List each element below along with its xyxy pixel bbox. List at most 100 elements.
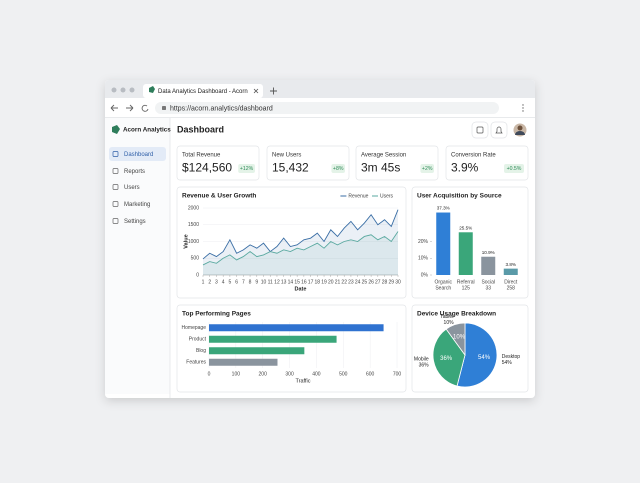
window-dot [129, 87, 135, 93]
slice-label: 10% [453, 334, 466, 340]
calendar-button[interactable] [471, 121, 489, 139]
tab-close[interactable] [253, 88, 259, 94]
x-tick-label: Referral [457, 279, 475, 285]
x-tick-label: 300 [285, 371, 294, 377]
kpi-value: 3.9% [451, 161, 479, 175]
nav-item[interactable]: Marketing [124, 202, 150, 208]
x-tick-label: 15 [294, 279, 300, 285]
outer-value: 10% [444, 320, 455, 326]
x-tick-label: 8 [249, 279, 252, 285]
bar [481, 256, 496, 275]
nav-item[interactable]: Settings [124, 219, 146, 225]
x-tick-label: 5 [229, 279, 232, 285]
x-axis-label: Traffic [296, 378, 311, 384]
lock-icon [162, 106, 166, 110]
x-tick-label: 20 [328, 279, 334, 285]
chart-title: User Acquisition by Source [417, 193, 502, 200]
value-label: 25.5% [459, 226, 472, 231]
outer-value: 54% [502, 360, 513, 366]
bar [209, 324, 384, 332]
x-tick-label: 18 [315, 279, 321, 285]
chart-title: Top Performing Pages [182, 311, 251, 318]
x-tick-label: 26 [368, 279, 374, 285]
x-tick-label: 200 [259, 371, 268, 377]
y-tick-label: 20% [418, 239, 429, 245]
y-tick-label: 1500 [188, 222, 199, 228]
x-tick-label: 14 [288, 279, 294, 285]
value-label: 3.8% [506, 262, 516, 267]
nav-icon [112, 168, 119, 174]
x-tick-label: 33 [485, 285, 491, 291]
x-tick-label: 0 [208, 371, 211, 377]
x-tick-label: 23 [348, 279, 354, 285]
x-tick-label: 600 [366, 371, 375, 377]
back-button[interactable] [110, 104, 118, 112]
kpi-badge [238, 164, 255, 173]
nav-item[interactable]: Reports [124, 169, 145, 175]
active-tab[interactable] [143, 84, 263, 98]
x-tick-label: 2 [208, 279, 211, 285]
x-axis-label: Date [295, 286, 307, 292]
kpi-badge [504, 164, 524, 173]
pie-slice [445, 322, 466, 357]
address-bar[interactable] [155, 102, 499, 114]
outer-label: Mobile [414, 356, 429, 362]
x-tick-label: 28 [382, 279, 388, 285]
kpi-change: +8% [333, 166, 344, 172]
nav-item[interactable]: Dashboard [124, 152, 153, 158]
value-label: 10.9% [482, 250, 495, 255]
reload-button[interactable] [141, 104, 149, 112]
y-tick-label: 0 [196, 272, 199, 278]
bar [503, 268, 518, 275]
x-tick-label: 3 [215, 279, 218, 285]
bar [209, 335, 337, 343]
menu-button[interactable] [522, 104, 524, 112]
sidebar [105, 118, 170, 394]
calendar-icon [476, 126, 484, 134]
chart-title: Revenue & User Growth [182, 193, 256, 200]
kpi-label: New Users [272, 153, 301, 159]
x-tick-label: 22 [341, 279, 347, 285]
page-title: Dashboard [177, 124, 224, 134]
kpi-card [266, 145, 350, 181]
slice-label: 36% [440, 356, 453, 362]
nav-icon [112, 201, 119, 207]
bar [436, 212, 451, 275]
avatar-face [517, 125, 523, 131]
y-tick-label: 0% [421, 272, 429, 278]
x-tick-label: 400 [312, 371, 321, 377]
nav-icon [112, 184, 119, 190]
x-tick-label: 1 [202, 279, 205, 285]
nav-item[interactable]: Users [124, 185, 140, 191]
kpi-label: Conversion Rate [451, 153, 496, 159]
chart-card [176, 186, 407, 299]
x-tick-label: 17 [308, 279, 314, 285]
outer-label: Desktop [502, 354, 521, 360]
x-tick-label: 7 [242, 279, 245, 285]
brand-name: Acorn Analytics [123, 127, 171, 134]
y-tick-label: 500 [191, 256, 200, 262]
y-axis-label: Value [183, 234, 189, 248]
forward-button[interactable] [126, 104, 134, 112]
x-tick-label: 9 [255, 279, 258, 285]
bar [209, 358, 278, 366]
x-tick-label: 500 [339, 371, 348, 377]
x-tick-label: 29 [388, 279, 394, 285]
x-tick-label: 30 [395, 279, 401, 285]
bar [458, 232, 473, 275]
y-tick-label: 10% [418, 256, 429, 262]
kpi-badge [420, 164, 434, 173]
new-tab[interactable] [270, 87, 277, 95]
x-tick-label: 24 [355, 279, 361, 285]
kpi-label: Total Revenue [182, 153, 221, 159]
y-tick-label: 2000 [188, 205, 199, 211]
y-tick-label: Homepage [182, 325, 207, 331]
nav-active [109, 147, 166, 161]
kpi-change: +0.5% [507, 166, 522, 172]
avatar-body [515, 131, 525, 135]
notification-button[interactable] [490, 121, 508, 139]
x-tick-label: 16 [301, 279, 307, 285]
slice-label: 54% [478, 355, 491, 361]
chart-title: Device Usage Breakdown [417, 311, 496, 318]
